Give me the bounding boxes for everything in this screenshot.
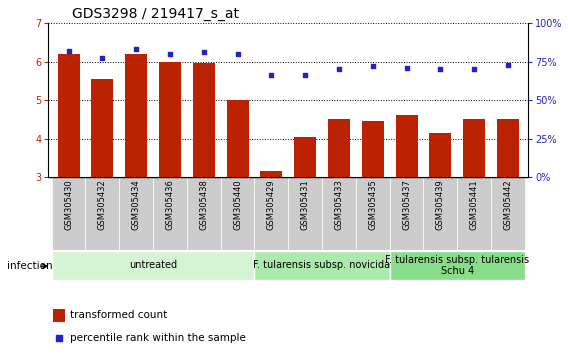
Point [199, 50, 208, 55]
Bar [159, 62, 181, 177]
Text: GSM305437: GSM305437 [402, 179, 411, 230]
Text: GSM305436: GSM305436 [165, 179, 174, 230]
Bar [254, 251, 390, 280]
Text: GDS3298 / 219417_s_at: GDS3298 / 219417_s_at [72, 7, 239, 21]
Text: untreated: untreated [129, 261, 177, 270]
Bar [85, 177, 119, 250]
Point [132, 46, 141, 52]
Bar [187, 177, 220, 250]
Bar [491, 177, 525, 250]
Point [436, 67, 445, 72]
Bar [362, 121, 384, 177]
Text: GSM305431: GSM305431 [300, 179, 310, 230]
Bar [322, 177, 356, 250]
Text: GSM305432: GSM305432 [98, 179, 107, 230]
Bar [390, 177, 424, 250]
Bar [119, 177, 153, 250]
Bar [288, 177, 322, 250]
Bar [429, 133, 452, 177]
Point [402, 65, 411, 70]
Bar [53, 309, 65, 322]
Text: GSM305429: GSM305429 [267, 179, 276, 230]
Point [503, 62, 512, 67]
Bar [227, 100, 249, 177]
Bar [294, 137, 316, 177]
Point [64, 48, 73, 53]
Text: GSM305433: GSM305433 [335, 179, 344, 230]
Bar [52, 177, 85, 250]
Bar [356, 177, 390, 250]
Bar [424, 177, 457, 250]
Point [300, 73, 310, 78]
Text: infection: infection [7, 261, 52, 271]
Text: transformed count: transformed count [70, 310, 167, 320]
Bar [497, 119, 519, 177]
Point [470, 67, 479, 72]
Text: percentile rank within the sample: percentile rank within the sample [70, 332, 246, 343]
Point [55, 335, 64, 341]
Bar [260, 171, 282, 177]
Point [335, 67, 344, 72]
Bar [390, 251, 525, 280]
Point [233, 51, 242, 57]
Bar [52, 251, 254, 280]
Text: GSM305435: GSM305435 [368, 179, 377, 230]
Bar [254, 177, 289, 250]
Text: GSM305441: GSM305441 [470, 179, 479, 230]
Text: GSM305439: GSM305439 [436, 179, 445, 230]
Point [98, 56, 107, 61]
Bar [463, 119, 485, 177]
Point [368, 63, 377, 69]
Bar [220, 177, 254, 250]
Bar [57, 54, 80, 177]
Bar [395, 115, 417, 177]
Point [267, 73, 276, 78]
Bar [153, 177, 187, 250]
Bar [91, 79, 114, 177]
Bar [328, 119, 350, 177]
Text: F. tularensis subsp. tularensis
Schu 4: F. tularensis subsp. tularensis Schu 4 [385, 255, 529, 276]
Bar [193, 63, 215, 177]
Point [165, 51, 174, 57]
Text: GSM305440: GSM305440 [233, 179, 242, 230]
Text: GSM305438: GSM305438 [199, 179, 208, 230]
Text: GSM305434: GSM305434 [132, 179, 141, 230]
Bar [457, 177, 491, 250]
Bar [125, 54, 147, 177]
Text: GSM305430: GSM305430 [64, 179, 73, 230]
Text: GSM305442: GSM305442 [503, 179, 512, 230]
Text: F. tularensis subsp. novicida: F. tularensis subsp. novicida [253, 261, 391, 270]
